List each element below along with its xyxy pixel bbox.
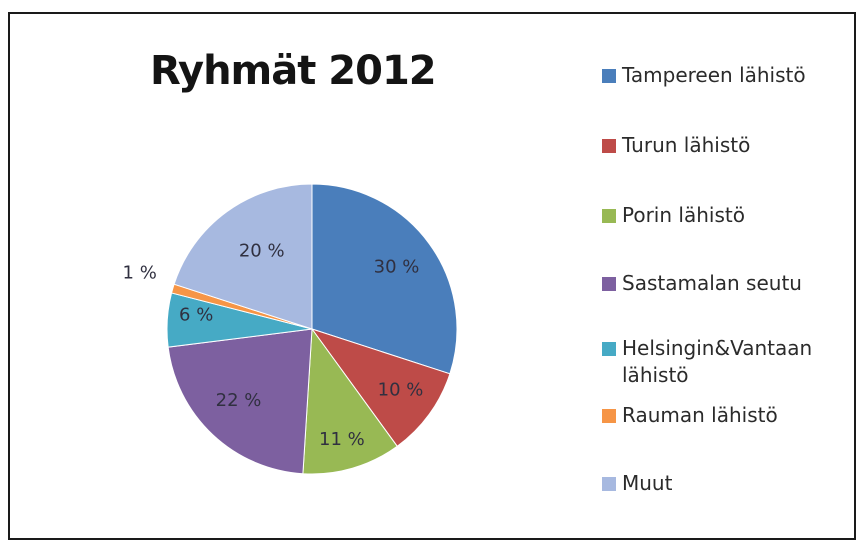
legend-label: Turun lähistö [622, 133, 751, 157]
legend-label: Rauman lähistö [622, 403, 778, 427]
slice-data-label: 6 % [179, 305, 213, 326]
legend-swatch [602, 69, 616, 83]
legend-item: Helsingin&Vantaan lähistö [602, 335, 842, 389]
legend-swatch [602, 342, 616, 356]
legend-swatch [602, 409, 616, 423]
slice-data-label: 30 % [374, 257, 420, 278]
legend-swatch [602, 477, 616, 491]
pie-slice-muut [173, 183, 313, 330]
pie-slice-porin-lähistö [302, 327, 398, 475]
legend-label: Sastamalan seutu [622, 271, 802, 295]
slice-data-label: 10 % [378, 379, 424, 400]
pie-slice-sastamalan-seutu [167, 328, 313, 475]
slice-data-label: 11 % [319, 429, 365, 450]
legend-item: Tampereen lähistö [602, 62, 842, 89]
legend-item: Rauman lähistö [602, 402, 842, 429]
legend-item: Muut [602, 470, 842, 497]
slice-data-label: 20 % [239, 241, 285, 262]
legend-label: Helsingin&Vantaan lähistö [622, 336, 813, 387]
slice-data-label: 1 % [123, 262, 157, 283]
legend-label: Muut [622, 471, 673, 495]
slice-data-label: 22 % [216, 390, 262, 411]
legend-label: Tampereen lähistö [622, 63, 806, 87]
legend-item: Turun lähistö [602, 132, 842, 159]
legend-label: Porin lähistö [622, 203, 745, 227]
pie-slice-tampereen-lähistö [311, 183, 458, 375]
legend-swatch [602, 209, 616, 223]
legend-swatch [602, 277, 616, 291]
chart-title: Ryhmät 2012 [150, 48, 437, 94]
legend-item: Sastamalan seutu [602, 270, 842, 297]
legend-item: Porin lähistö [602, 202, 842, 229]
pie-slice-turun-lähistö [310, 328, 451, 448]
legend-swatch [602, 139, 616, 153]
